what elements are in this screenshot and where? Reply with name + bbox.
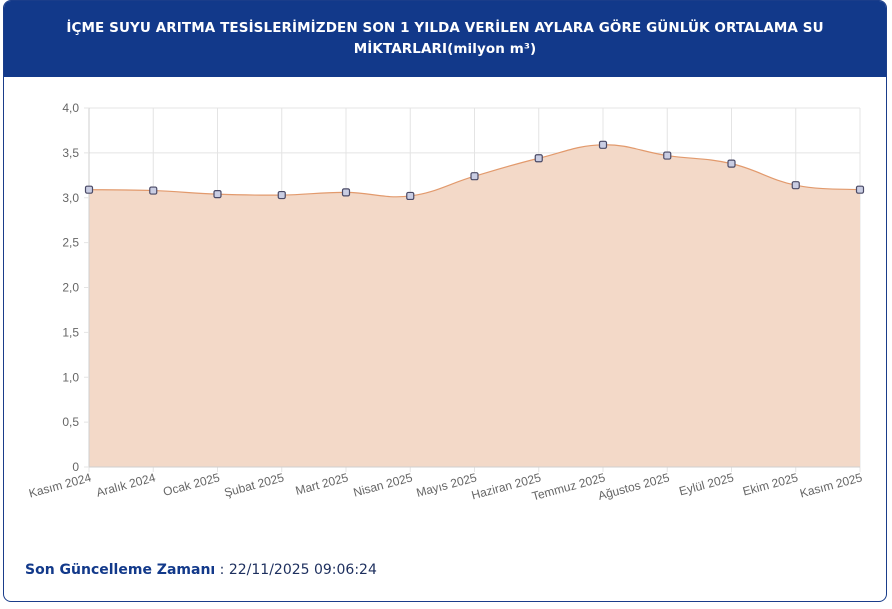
x-axis-ticks: Kasım 2024 Aralık 2024 Ocak 2025 Şubat 2025… [27,470,864,503]
data-point[interactable] [727,159,736,168]
x-tick-label: Kasım 2025 [798,470,864,500]
x-tick-label: Mart 2025 [294,470,350,498]
data-point[interactable] [341,188,351,197]
y-axis-ticks: 0 0,5 1,0 1,5 2,0 2,5 3,0 3,5 4,0 [62,101,89,474]
x-tick-label: Şubat 2025 [223,470,286,499]
data-point[interactable] [855,185,865,194]
x-tick-label: Mayıs 2025 [415,470,479,500]
x-tick-label: Temmuz 2025 [530,470,607,503]
x-tick-label: Eylül 2025 [678,470,736,498]
x-tick-label: Ağustos 2025 [597,470,672,503]
x-tick-label: Aralık 2024 [95,470,158,499]
y-tick-label: 2,5 [62,236,79,250]
data-point[interactable] [213,190,222,199]
area-series [88,144,861,467]
data-point[interactable] [598,140,608,149]
y-tick-label: 1,0 [62,370,79,384]
x-tick-label: Kasım 2024 [27,470,93,500]
data-point[interactable] [791,181,800,190]
data-point[interactable] [663,151,672,160]
data-point[interactable] [84,185,94,194]
last-update-label: Son Güncelleme Zamanı [25,562,216,578]
y-tick-label: 0 [72,460,79,474]
data-markers [84,140,865,201]
chart-card: İÇME SUYU ARITMA TESİSLERİMİZDEN SON 1 Y… [3,0,887,602]
chart-area: 0 0,5 1,0 1,5 2,0 2,5 3,0 3,5 4,0 Kasım 2024 Aral… [4,77,886,517]
data-point[interactable] [149,186,158,195]
data-point[interactable] [470,172,479,181]
y-tick-label: 3,5 [62,146,79,160]
data-point[interactable] [534,154,543,163]
y-tick-label: 0,5 [62,415,79,429]
y-tick-label: 1,5 [62,325,79,339]
last-update: Son Güncelleme Zamanı : 22/11/2025 09:06… [25,562,377,578]
last-update-separator: : [215,562,229,578]
area-chart: 0 0,5 1,0 1,5 2,0 2,5 3,0 3,5 4,0 Kasım 2024 Aral… [27,101,865,503]
y-tick-label: 2,0 [62,281,79,295]
chart-title: İÇME SUYU ARITMA TESİSLERİMİZDEN SON 1 Y… [66,20,824,57]
chart-header: İÇME SUYU ARITMA TESİSLERİMİZDEN SON 1 Y… [4,1,886,77]
data-point[interactable] [406,191,415,201]
data-point[interactable] [277,190,286,200]
y-tick-label: 4,0 [62,101,79,115]
x-tick-label: Ocak 2025 [162,470,222,499]
x-tick-label: Nisan 2025 [352,470,415,499]
y-tick-label: 3,0 [62,191,79,205]
area-fill [89,144,860,467]
x-tick-label: Ekim 2025 [741,470,800,498]
last-update-value: 22/11/2025 09:06:24 [228,562,377,578]
